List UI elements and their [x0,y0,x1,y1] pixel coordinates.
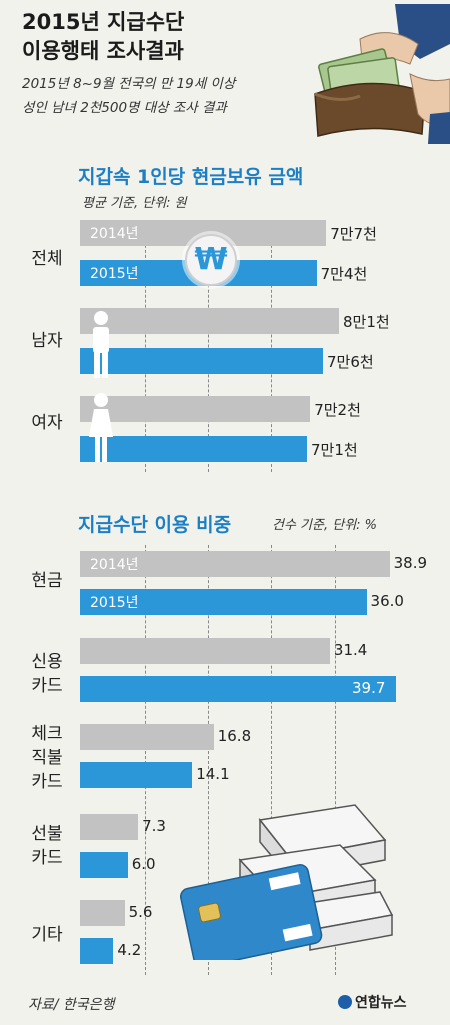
value-label: 7만1천 [311,441,358,459]
bar-2014 [80,724,214,750]
grid-line [271,545,272,975]
value-label: 7만6천 [327,353,374,371]
bar-2015: 2015년 [80,589,367,615]
female-person-icon [89,393,113,462]
grid-line [335,545,336,975]
title-line-1: 2015년 지급수단 [22,10,185,34]
grid-line [208,545,209,975]
grid-line [208,220,209,472]
bar-2015 [80,676,396,702]
grid-line [271,220,272,472]
value-label: 16.8 [217,727,252,745]
yonhap-logo-icon [338,995,352,1009]
value-label: 39.7 [352,679,386,697]
value-label: 6.0 [131,855,156,873]
subtitle-line-1: 2015년 8~9월 전국의 만 19세 이상 [22,76,236,92]
yonhap-logo: 연합뉴스 [338,992,407,1012]
series-label-2015: 2015년 [90,266,139,282]
value-label: 8만1천 [343,313,390,331]
bar-2014 [80,638,330,664]
logo-text: 연합뉴스 [355,995,407,1011]
value-label: 7만4천 [320,265,368,283]
category-label: 남자 [31,331,63,351]
value-label: 14.1 [196,765,230,783]
value-label: 36.0 [370,592,404,610]
section2-title: 지급수단 이용 비중 [78,514,232,536]
section2-unit-note: 건수 기준, 단위: % [272,518,378,533]
value-label: 5.6 [128,903,153,921]
page-title: 2015년 지급수단 이용행태 조사결과 [22,8,184,66]
category-label: 체크 직불 카드 [31,724,63,792]
wallet-hands-illustration [314,4,450,144]
bar-2014: 2014년 [80,551,390,577]
series-label-2014: 2014년 [90,226,139,242]
won-coin-icon: ₩ [185,234,237,286]
bar-2015 [80,938,114,964]
bar-2015 [80,852,128,878]
category-label: 선불 카드 [31,824,63,868]
value-label: 7만2천 [314,401,361,419]
bar-2015 [80,348,323,374]
bar-2014 [80,396,311,422]
bar-2014 [80,814,139,840]
category-label: 기타 [31,925,63,945]
value-label: 31.4 [333,641,368,659]
bar-2014: 2014년 [80,220,327,246]
bar-2015 [80,436,308,462]
value-label: 38.9 [393,554,428,572]
value-label: 7만7천 [330,225,377,243]
bar-2014 [80,900,125,926]
grid-line [145,545,146,975]
bar-2015 [80,762,193,788]
bar-2014 [80,308,339,334]
section1-title: 지갑속 1인당 현금보유 금액 [78,166,304,188]
category-label: 신용 카드 [31,652,63,696]
value-label: 4.2 [117,941,142,959]
source-note: 자료/ 한국은행 [28,997,115,1013]
value-label: 7.3 [142,817,166,835]
category-label: 전체 [31,249,63,269]
series-label-2014: 2014년 [90,557,139,573]
title-line-2: 이용행태 조사결과 [22,39,184,63]
category-label: 여자 [31,413,63,433]
subtitle-line-2: 성인 남녀 2천500명 대상 조사 결과 [22,100,227,116]
section1-unit-note: 평균 기준, 단위: 원 [82,196,187,211]
category-label: 현금 [31,571,63,591]
page-subtitle: 2015년 8~9월 전국의 만 19세 이상 성인 남녀 2천500명 대상 … [22,72,235,120]
male-person-icon [93,311,109,378]
won-symbol: ₩ [194,242,228,277]
grid-line [145,220,146,472]
series-label-2015: 2015년 [90,595,139,611]
cash-and-card-illustration [180,804,394,960]
